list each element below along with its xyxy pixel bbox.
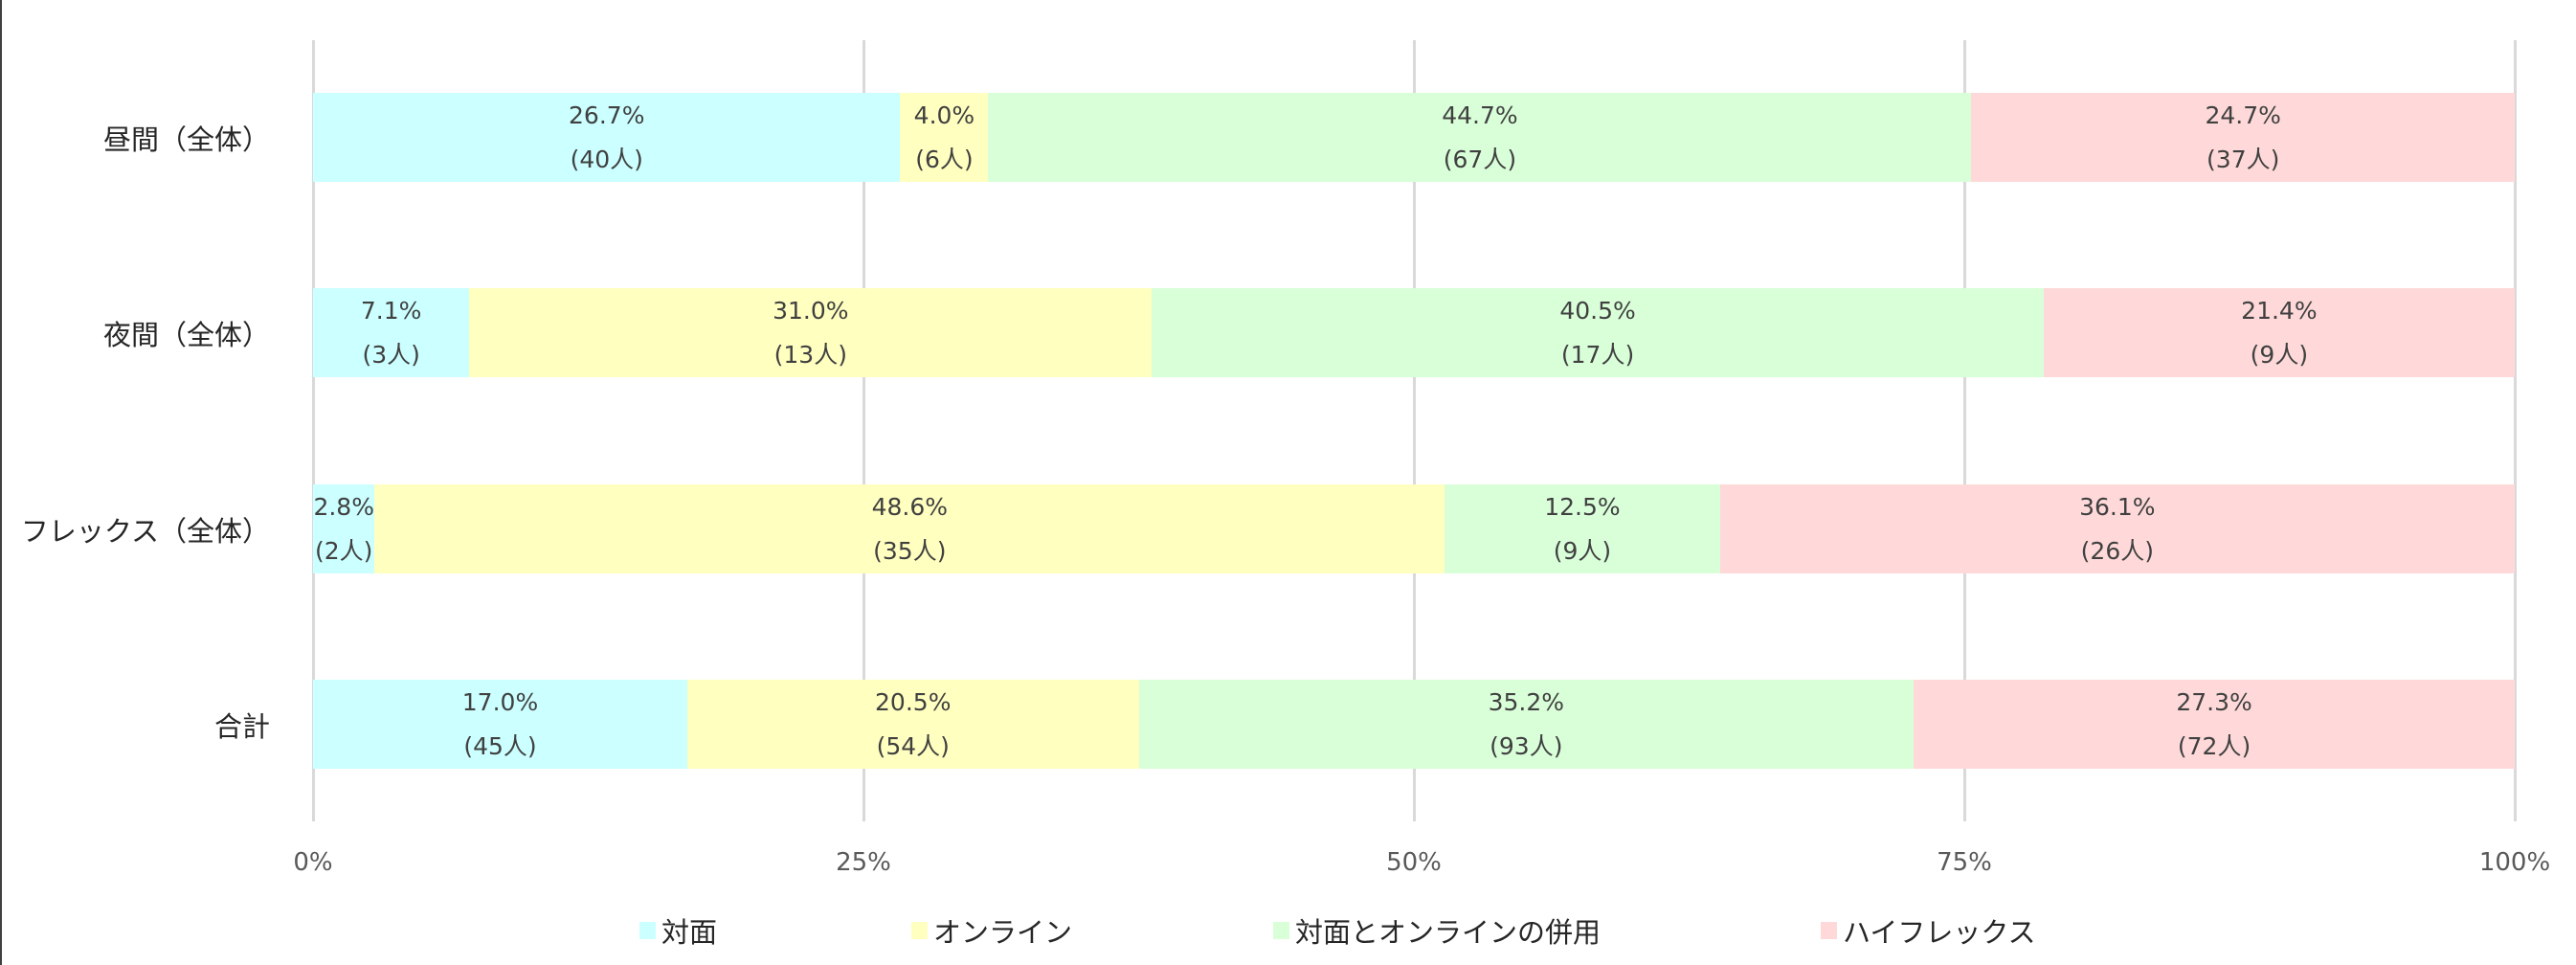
x-tick-label: 25% — [836, 848, 891, 877]
gridline — [1963, 40, 1966, 821]
segment-count-label: (45人) — [463, 731, 537, 760]
legend: 対面 オンライン 対面とオンラインの併用 ハイフレックス — [0, 914, 2576, 949]
segment-percent-label: 7.1% — [360, 296, 422, 325]
left-border — [0, 0, 2, 965]
category-label: 昼間（全体） — [102, 123, 270, 156]
bar-segment[interactable]: 27.3% (72人) — [1914, 680, 2515, 769]
segment-percent-label: 24.7% — [2205, 101, 2281, 129]
segment-count-label: (9人) — [2250, 340, 2309, 369]
bar-segment[interactable]: 17.0% (45人) — [313, 680, 687, 769]
bar-segment[interactable]: 35.2% (93人) — [1138, 680, 1915, 769]
x-tick-label: 0% — [293, 848, 333, 877]
legend-label: ハイフレックス — [1843, 916, 2036, 949]
bar-segment[interactable]: 21.4% (9人) — [2043, 288, 2515, 377]
category-label: 夜間（全体） — [102, 318, 270, 351]
bar-segment[interactable]: 4.0% (6人) — [900, 93, 989, 182]
bar-segment[interactable]: 48.6% (35人) — [374, 484, 1445, 573]
segment-count-label: (37人) — [2206, 145, 2280, 173]
legend-label: 対面 — [661, 916, 718, 949]
segment-count-label: (93人) — [1490, 731, 1563, 760]
segment-count-label: (2人) — [314, 536, 373, 565]
segment-percent-label: 35.2% — [1488, 687, 1564, 716]
legend-label: 対面とオンラインの併用 — [1295, 916, 1602, 949]
legend-label: オンライン — [933, 916, 1073, 949]
segment-percent-label: 12.5% — [1544, 492, 1621, 521]
bar-row: 2.8% (2人) 48.6% (35人) 12.5% (9人) 36.1% (26人) — [313, 484, 2515, 573]
legend-swatch-combined — [1273, 922, 1289, 939]
legend-swatch-online — [911, 922, 928, 939]
segment-count-label: (67人) — [1443, 145, 1517, 173]
segment-percent-label: 21.4% — [2241, 296, 2318, 325]
segment-count-label: (72人) — [2177, 731, 2251, 760]
legend-item-face-to-face[interactable]: 対面 — [639, 914, 717, 949]
segment-percent-label: 26.7% — [569, 101, 645, 129]
segment-percent-label: 17.0% — [461, 687, 539, 716]
segment-percent-label: 31.0% — [773, 296, 849, 325]
x-tick-label: 50% — [1386, 848, 1442, 877]
category-label: フレックス（全体） — [20, 514, 270, 548]
bar-row: 17.0% (45人) 20.5% (54人) 35.2% (93人) 27.3% (72人) — [313, 680, 2515, 769]
bar-segment[interactable]: 20.5% (54人) — [687, 680, 1139, 769]
segment-count-label: (26人) — [2080, 536, 2154, 565]
gridline — [312, 40, 315, 821]
segment-count-label: (6人) — [915, 145, 974, 173]
bar-segment[interactable]: 31.0% (13人) — [469, 288, 1153, 377]
bar-segment[interactable]: 7.1% (3人) — [313, 288, 470, 377]
segment-percent-label: 40.5% — [1559, 296, 1636, 325]
segment-percent-label: 4.0% — [913, 101, 975, 129]
bar-segment[interactable]: 24.7% (37人) — [1971, 93, 2515, 182]
category-label: 合計 — [213, 709, 270, 743]
legend-item-hyflex[interactable]: ハイフレックス — [1821, 914, 2036, 949]
segment-percent-label: 44.7% — [1442, 101, 1518, 129]
x-tick-label: 75% — [1937, 848, 1992, 877]
segment-percent-label: 48.6% — [871, 492, 948, 521]
segment-count-label: (3人) — [362, 340, 420, 369]
bar-segment[interactable]: 12.5% (9人) — [1445, 484, 1720, 573]
segment-percent-label: 27.3% — [2176, 687, 2252, 716]
segment-percent-label: 20.5% — [875, 687, 952, 716]
gridline — [2514, 40, 2517, 821]
segment-count-label: (13人) — [773, 340, 847, 369]
gridline — [1413, 40, 1416, 821]
legend-swatch-hyflex — [1821, 922, 1837, 939]
bar-row: 7.1% (3人) 31.0% (13人) 40.5% (17人) 21.4% (9人) — [313, 288, 2515, 377]
bar-segment[interactable]: 2.8% (2人) — [313, 484, 375, 573]
segment-count-label: (54人) — [876, 731, 950, 760]
segment-percent-label: 36.1% — [2079, 492, 2156, 521]
segment-count-label: (17人) — [1560, 340, 1635, 369]
bar-segment[interactable]: 44.7% (67人) — [988, 93, 1972, 182]
segment-count-label: (40人) — [570, 145, 643, 173]
legend-swatch-face-to-face — [639, 922, 656, 939]
x-tick-label: 100% — [2478, 848, 2551, 877]
gridline — [862, 40, 865, 821]
legend-item-combined[interactable]: 対面とオンラインの併用 — [1273, 914, 1601, 949]
segment-count-label: (35人) — [873, 536, 947, 565]
segment-count-label: (9人) — [1553, 536, 1612, 565]
bar-segment[interactable]: 26.7% (40人) — [313, 93, 901, 182]
bar-segment[interactable]: 36.1% (26人) — [1719, 484, 2515, 573]
segment-percent-label: 2.8% — [313, 492, 374, 521]
legend-item-online[interactable]: オンライン — [911, 914, 1072, 949]
bar-segment[interactable]: 40.5% (17人) — [1152, 288, 2044, 377]
bar-row: 26.7% (40人) 4.0% (6人) 44.7% (67人) 24.7% (37人) — [313, 93, 2515, 182]
